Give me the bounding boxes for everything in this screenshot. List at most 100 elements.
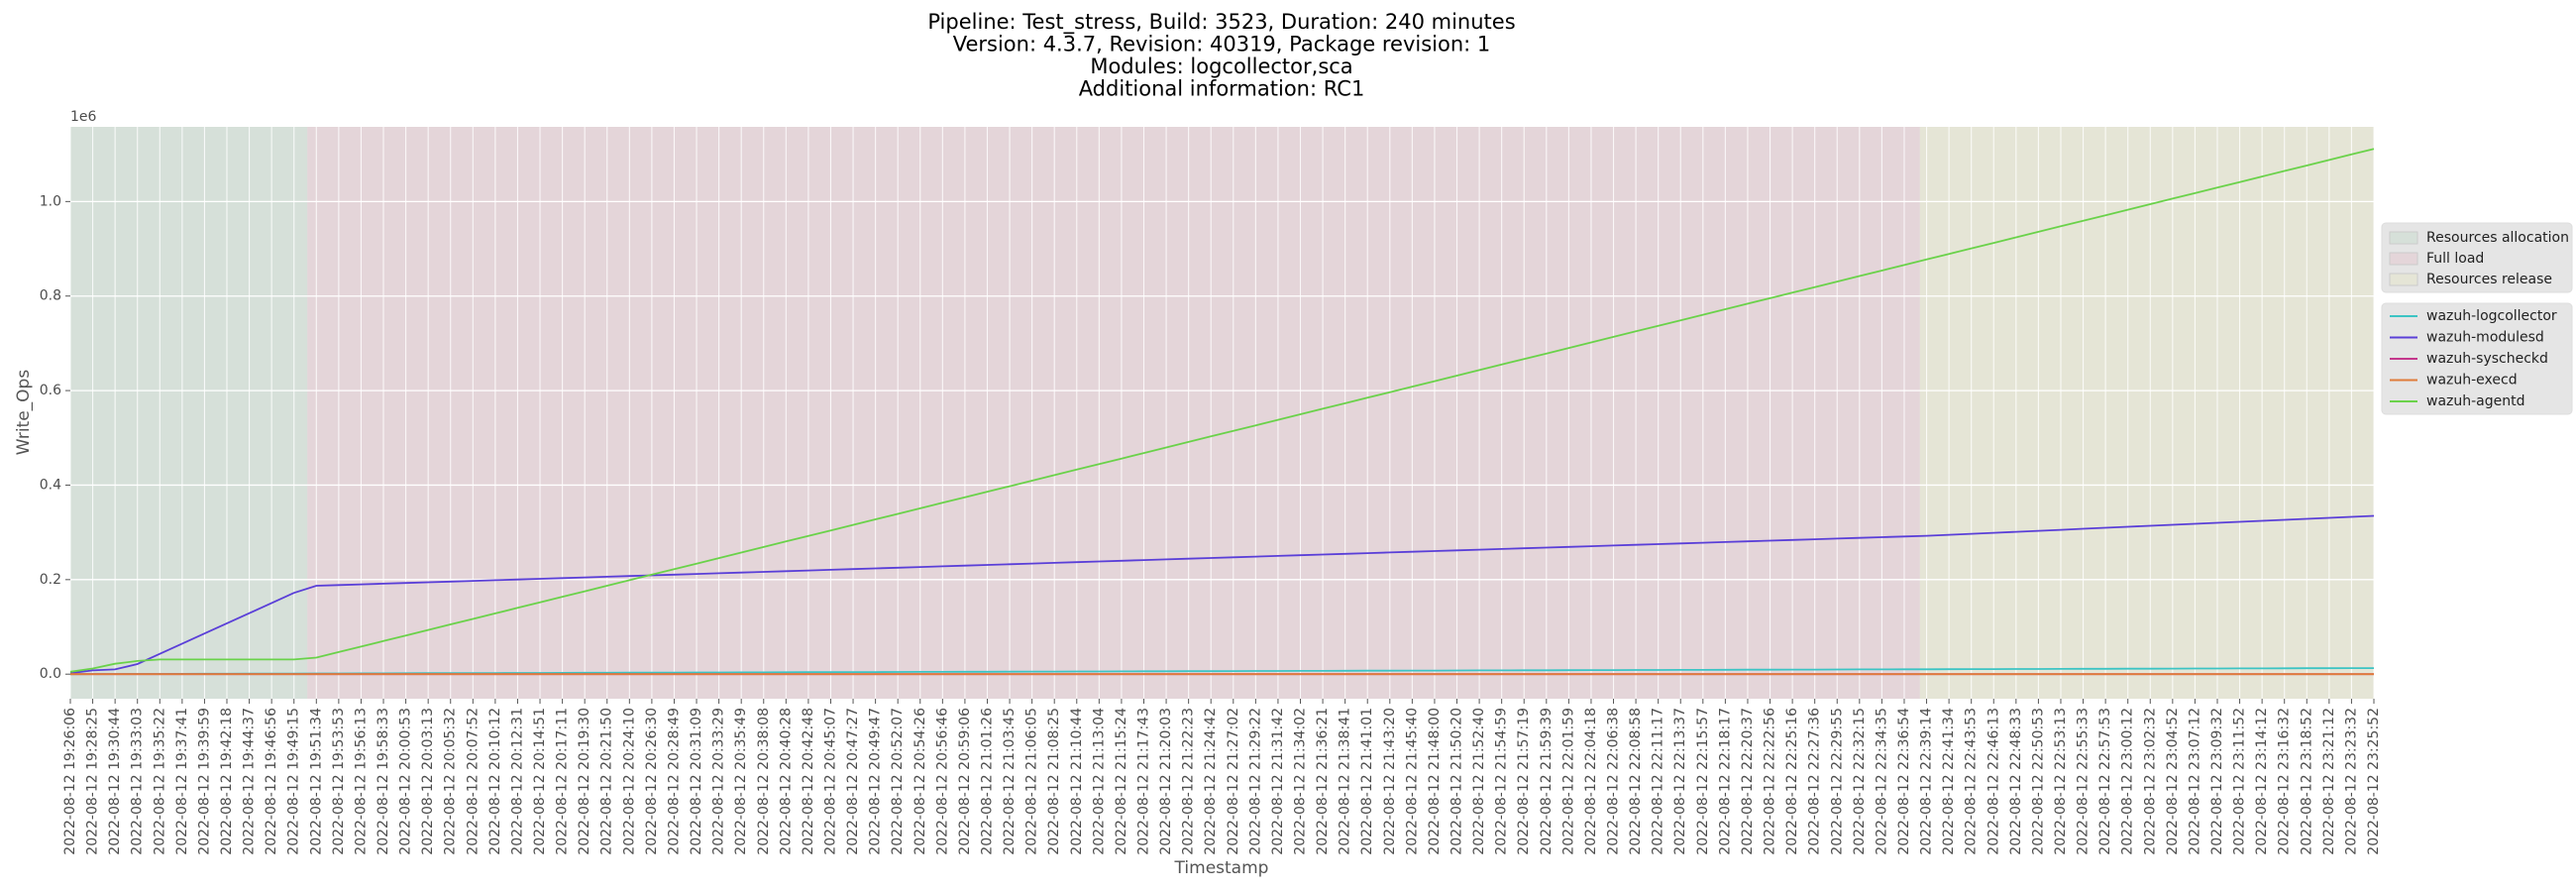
x-tick-label: 2022-08-12 19:42:18 [219,708,235,855]
legend-swatch [2389,252,2418,266]
x-tick-label: 2022-08-12 20:59:06 [957,708,973,855]
phase-band [70,127,308,699]
series-lines [69,148,2375,676]
x-tick-label: 2022-08-12 21:17:43 [1135,708,1151,855]
x-tick-label: 2022-08-12 20:56:46 [934,708,950,855]
x-tick-label: 2022-08-12 23:14:12 [2254,708,2270,855]
x-tick-label: 2022-08-12 21:34:02 [1293,708,1309,855]
x-tick-label: 2022-08-12 22:08:58 [1628,708,1644,855]
legend-box [2381,302,2573,415]
x-tick-label: 2022-08-12 19:33:03 [130,708,146,855]
x-tick-label: 2022-08-12 21:54:59 [1494,708,1510,855]
phase-band [1919,127,2374,699]
x-tick-label: 2022-08-12 19:44:37 [242,708,258,855]
x-tick-label: 2022-08-12 19:35:22 [152,708,167,855]
legend-swatch [2389,231,2418,245]
x-tick-label: 2022-08-12 23:00:12 [2120,708,2136,855]
x-tick-label: 2022-08-12 23:02:32 [2142,708,2158,855]
x-tick-label: 2022-08-12 20:54:26 [912,708,928,855]
x-tick-label: 2022-08-12 20:14:51 [532,708,548,855]
x-tick-label: 2022-08-12 21:48:00 [1427,708,1443,855]
x-tick-label: 2022-08-12 22:18:17 [1717,708,1733,855]
x-tick-label: 2022-08-12 22:41:34 [1941,708,1957,855]
x-tick-label: 2022-08-12 20:47:27 [845,708,861,855]
x-tick-label: 2022-08-12 23:25:52 [2366,708,2382,855]
x-tick-label: 2022-08-12 21:36:21 [1315,708,1331,855]
x-tick-label: 2022-08-12 19:46:56 [264,708,279,855]
x-tick-label: 2022-08-12 21:57:19 [1516,708,1532,855]
x-tick-label: 2022-08-12 20:45:07 [822,708,838,855]
x-tick-label: 2022-08-12 19:30:44 [107,708,123,855]
chart-title: Additional information: RC1 [1079,77,1365,101]
legend-label: wazuh-logcollector [2426,308,2557,324]
chart-title: Modules: logcollector,sca [1090,55,1352,78]
y-axis-label: Write_Ops [14,370,34,456]
x-tick-label: 2022-08-12 19:26:06 [62,708,78,855]
x-tick-label: 2022-08-12 19:58:33 [376,708,391,855]
x-tick-label: 2022-08-12 23:04:52 [2165,708,2181,855]
x-tick-label: 2022-08-12 22:29:55 [1829,708,1845,855]
x-tick-label: 2022-08-12 22:39:14 [1919,708,1935,855]
x-tick-label: 2022-08-12 22:46:13 [1986,708,2001,855]
x-tick-label: 2022-08-12 21:59:39 [1539,708,1555,855]
x-tick-label: 2022-08-12 22:43:53 [1964,708,1980,855]
x-tick-label: 2022-08-12 20:33:29 [711,708,727,855]
x-tick-label: 2022-08-12 20:38:08 [756,708,772,855]
series-line [69,514,2375,675]
y-tick-label: 0.0 [40,666,61,682]
x-tick-label: 2022-08-12 21:50:20 [1449,708,1465,855]
y-tick-label: 0.6 [40,383,61,398]
x-tick-label: 2022-08-12 22:22:56 [1763,708,1778,855]
ticks: 0.0 0.2 0.4 0.6 0.8 1.0 2022-08-12 19:26:06 202… [40,193,2382,854]
x-tick-label: 2022-08-12 22:15:57 [1695,708,1711,855]
x-tick-label: 2022-08-12 21:15:24 [1114,708,1129,855]
x-tick-label: 2022-08-12 21:29:22 [1247,708,1263,855]
x-tick-label: 2022-08-12 23:23:32 [2343,708,2359,855]
x-tick-label: 2022-08-12 19:28:25 [85,708,101,855]
y-tick-label: 1.0 [40,193,61,209]
series-line [69,148,2375,673]
x-tick-label: 2022-08-12 20:40:28 [778,708,794,855]
legend-label: Resources allocation [2426,230,2569,246]
x-tick-label: 2022-08-12 19:49:15 [286,708,302,855]
x-tick-label: 2022-08-12 20:28:49 [666,708,682,855]
x-tick-label: 2022-08-12 22:06:38 [1606,708,1622,855]
x-tick-label: 2022-08-12 21:06:05 [1024,708,1040,855]
x-tick-label: 2022-08-12 22:57:53 [2097,708,2113,855]
x-tick-label: 2022-08-12 19:53:53 [331,708,347,855]
x-tick-label: 2022-08-12 20:07:52 [465,708,481,855]
x-tick-label: 2022-08-12 20:03:13 [420,708,436,855]
x-tick-label: 2022-08-12 21:20:03 [1158,708,1174,855]
x-tick-label: 2022-08-12 20:49:47 [868,708,884,855]
x-tick-label: 2022-08-12 21:45:40 [1404,708,1420,855]
x-tick-label: 2022-08-12 20:31:09 [689,708,704,855]
x-tick-label: 2022-08-12 19:37:41 [174,708,190,855]
series-line [69,667,2374,676]
x-tick-label: 2022-08-12 22:34:35 [1874,708,1889,855]
x-tick-label: 2022-08-12 21:24:42 [1203,708,1219,855]
chart-title: Version: 4.3.7, Revision: 40319, Package… [953,33,1491,56]
x-tick-label: 2022-08-12 22:48:33 [2008,708,2024,855]
legend-series: wazuh-logcollector wazuh-modulesd wazuh-sy… [2381,302,2573,415]
phase-bands [70,127,2374,699]
x-tick-label: 2022-08-12 22:13:37 [1672,708,1688,855]
x-tick-label: 2022-08-12 23:21:12 [2321,708,2337,855]
x-tick-label: 2022-08-12 22:50:53 [2030,708,2046,855]
y-offset-label: 1e6 [70,109,97,125]
x-tick-label: 2022-08-12 19:51:34 [308,708,324,855]
y-tick-label: 0.8 [40,288,61,304]
x-tick-label: 2022-08-12 21:38:41 [1338,708,1353,855]
x-tick-label: 2022-08-12 21:27:02 [1226,708,1241,855]
x-tick-label: 2022-08-12 22:20:37 [1740,708,1756,855]
chart-title: Pipeline: Test_stress, Build: 3523, Dura… [927,10,1515,35]
legend-label: Resources release [2426,272,2552,287]
x-tick-label: 2022-08-12 22:55:33 [2076,708,2092,855]
x-axis-label: Timestamp [1174,858,1269,878]
x-tick-label: 2022-08-12 19:39:59 [196,708,212,855]
y-tick-label: 0.4 [40,477,61,493]
x-tick-label: 2022-08-12 20:10:12 [487,708,503,855]
x-tick-label: 2022-08-12 23:18:52 [2299,708,2314,855]
x-tick-label: 2022-08-12 20:12:31 [509,708,525,855]
x-tick-label: 2022-08-12 22:04:18 [1583,708,1599,855]
